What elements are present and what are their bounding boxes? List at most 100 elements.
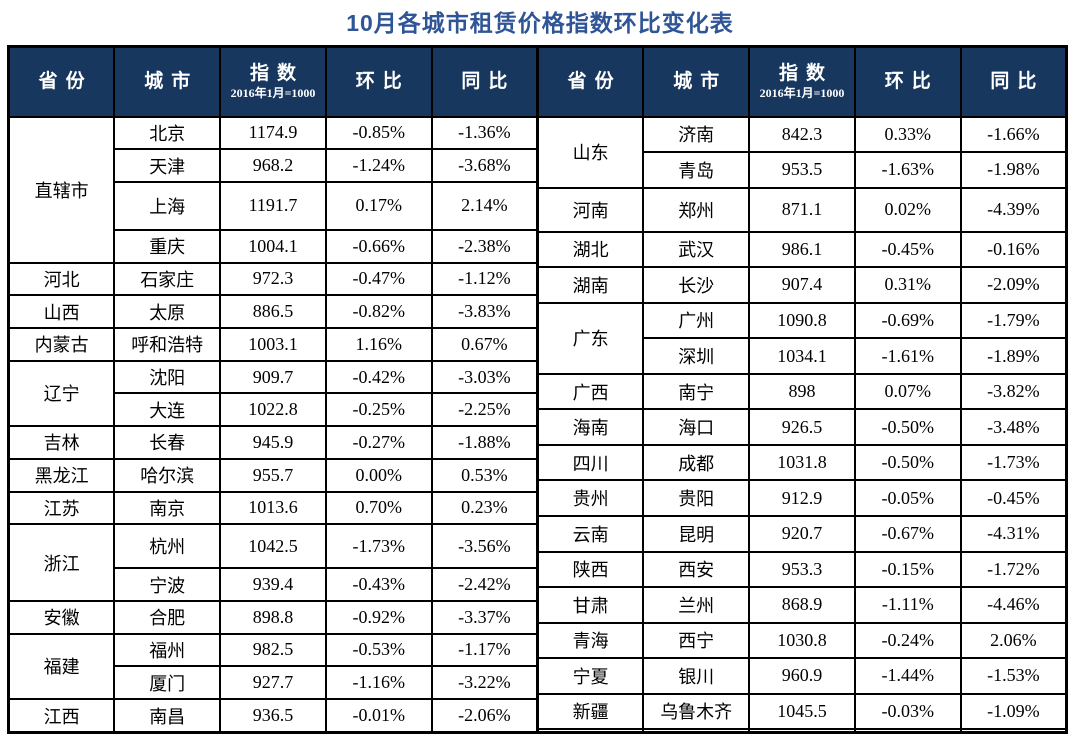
province-cell: 辽宁	[7, 359, 116, 428]
index-cell: 1004.1	[219, 228, 327, 264]
city-cell: 宁波	[113, 567, 222, 602]
province-cell: 陕西	[536, 550, 645, 589]
province-cell: 湖南	[536, 266, 645, 304]
yoy-cell: 0.53%	[430, 457, 539, 493]
mom-cell: -0.24%	[853, 621, 962, 660]
yoy-cell: -1.72%	[959, 550, 1068, 589]
city-cell: 北京	[113, 115, 222, 151]
mom-cell	[853, 728, 962, 734]
table-row: 湖北 武汉 986.1 -0.45% -0.16%	[536, 230, 1068, 269]
city-cell: 哈尔滨	[113, 457, 222, 493]
index-cell: 986.1	[748, 230, 856, 269]
mom-cell: 0.31%	[853, 266, 962, 304]
yoy-cell: -4.31%	[959, 514, 1068, 553]
mom-cell: -1.16%	[324, 665, 433, 701]
province-cell: 黑龙江	[7, 457, 116, 493]
header-yoy: 同比	[959, 45, 1068, 118]
index-cell: 886.5	[219, 294, 327, 330]
mom-cell: -1.44%	[853, 657, 962, 695]
header-mom: 环比	[324, 45, 433, 118]
table-row: 大连 1022.8 -0.25% -2.25%	[9, 392, 539, 428]
rental-index-table-right: 省份 城市 指数 2016年1月=1000 环比 同比 山东 济南 842.3 0.3…	[536, 45, 1068, 734]
yoy-cell: -3.37%	[430, 599, 539, 635]
mom-cell: -0.45%	[853, 230, 962, 269]
index-cell: 1045.5	[748, 692, 856, 731]
mom-cell: 0.33%	[853, 115, 962, 154]
table-row: 吉林 长春 945.9 -0.27% -1.88%	[7, 425, 539, 460]
header-province: 省份	[536, 45, 645, 118]
yoy-cell: -4.46%	[959, 586, 1068, 624]
mom-cell: -0.53%	[324, 632, 433, 668]
index-cell: 909.7	[219, 359, 327, 395]
table-row: 江苏 南京 1013.6 0.70% 0.23%	[7, 490, 539, 526]
table-row: 安徽 合肥 898.8 -0.92% -3.37%	[7, 599, 539, 635]
mom-cell: -0.25%	[324, 392, 433, 428]
city-cell: 西宁	[642, 621, 751, 660]
index-cell: 972.3	[219, 261, 327, 297]
index-cell: 953.5	[748, 151, 856, 189]
header-city: 城市	[642, 45, 751, 118]
yoy-cell: -1.79%	[959, 301, 1068, 340]
province-cell: 安徽	[7, 599, 116, 635]
province-cell: 山西	[7, 294, 116, 330]
table-header-right: 省份 城市 指数 2016年1月=1000 环比 同比	[536, 45, 1068, 118]
mom-cell: -0.05%	[853, 479, 962, 517]
province-cell: 新疆	[536, 692, 645, 731]
city-cell: 沈阳	[113, 359, 222, 395]
mom-cell: -0.01%	[324, 698, 433, 734]
index-cell: 945.9	[219, 425, 327, 460]
mom-cell: -0.15%	[853, 550, 962, 589]
mom-cell: -0.67%	[853, 514, 962, 553]
table-row: 山西 太原 886.5 -0.82% -3.83%	[7, 294, 539, 330]
city-cell: 合肥	[113, 599, 222, 635]
table-row: 云南 昆明 920.7 -0.67% -4.31%	[536, 514, 1068, 553]
yoy-cell: -3.68%	[430, 148, 539, 183]
mom-cell: -0.69%	[853, 301, 962, 340]
index-cell: 871.1	[748, 186, 856, 233]
province-cell: 江苏	[7, 490, 116, 526]
table-body-right: 山东 济南 842.3 0.33% -1.66% 青岛 953.5 -1.63% -1.98% 河…	[536, 115, 1068, 734]
yoy-cell: -1.73%	[959, 443, 1068, 482]
city-cell: 厦门	[113, 665, 222, 701]
table-row: 黑龙江 哈尔滨 955.7 0.00% 0.53%	[7, 457, 539, 493]
yoy-cell: -1.89%	[959, 337, 1068, 375]
mom-cell: -0.82%	[324, 294, 433, 330]
table-header-left: 省份 城市 指数 2016年1月=1000 环比 同比	[7, 45, 539, 118]
yoy-cell: -3.56%	[430, 523, 539, 570]
yoy-cell: 0.67%	[430, 327, 539, 362]
city-cell: 银川	[642, 657, 751, 695]
city-cell	[642, 728, 751, 734]
city-cell: 青岛	[642, 151, 751, 189]
index-cell: 1013.6	[219, 490, 327, 526]
city-cell: 杭州	[113, 523, 222, 570]
province-cell: 贵州	[536, 479, 645, 517]
mom-cell: -0.50%	[853, 443, 962, 482]
mom-cell: -1.24%	[324, 148, 433, 183]
yoy-cell: 2.14%	[430, 180, 539, 231]
table-row	[536, 728, 1068, 734]
province-cell: 内蒙古	[7, 327, 116, 362]
index-cell: 1034.1	[748, 337, 856, 375]
mom-cell: -0.66%	[324, 228, 433, 264]
city-cell: 上海	[113, 180, 222, 231]
mom-cell: 0.70%	[324, 490, 433, 526]
table-row: 内蒙古 呼和浩特 1003.1 1.16% 0.67%	[7, 327, 539, 362]
yoy-cell: -1.17%	[430, 632, 539, 668]
table-row: 直辖市 北京 1174.9 -0.85% -1.36%	[7, 115, 539, 264]
index-cell: 1003.1	[219, 327, 327, 362]
city-cell: 武汉	[642, 230, 751, 269]
city-cell: 呼和浩特	[113, 327, 222, 362]
index-cell: 955.7	[219, 457, 327, 493]
yoy-cell: -2.06%	[430, 698, 539, 734]
table-row: 陕西 西安 953.3 -0.15% -1.72%	[536, 550, 1068, 589]
city-cell: 成都	[642, 443, 751, 482]
index-cell: 953.3	[748, 550, 856, 589]
city-cell: 长沙	[642, 266, 751, 304]
mom-cell: -1.63%	[853, 151, 962, 189]
header-index: 指数 2016年1月=1000	[219, 45, 327, 118]
mom-cell: 0.17%	[324, 180, 433, 231]
province-cell: 广西	[536, 372, 645, 411]
city-cell: 海口	[642, 408, 751, 446]
table-row: 青海 西宁 1030.8 -0.24% 2.06%	[536, 621, 1068, 660]
table-row: 四川 成都 1031.8 -0.50% -1.73%	[536, 443, 1068, 482]
